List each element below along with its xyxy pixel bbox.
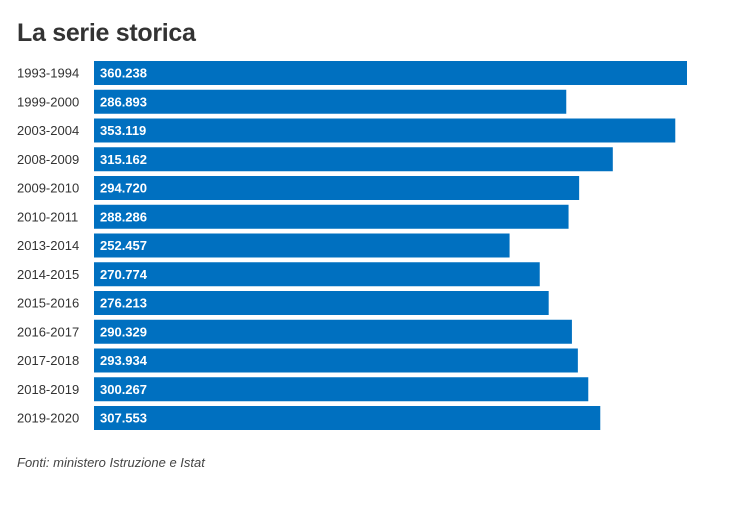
value-label: 315.162 [100, 152, 147, 167]
bar-2013-2014 [94, 233, 510, 258]
category-label: 1999-2000 [17, 94, 79, 109]
category-label: 2010-2011 [17, 209, 78, 224]
category-label: 2014-2015 [17, 267, 79, 282]
value-label: 290.329 [100, 324, 147, 339]
value-label: 286.893 [100, 94, 147, 109]
category-label: 2003-2004 [17, 123, 79, 138]
bar-2017-2018 [94, 348, 578, 373]
source-note: Fonti: ministero Istruzione e Istat [17, 455, 205, 470]
bar-1999-2000 [94, 89, 567, 114]
bar-2003-2004 [94, 118, 676, 143]
bar-chart: 1993-1994 360.238 1999-2000 286.893 2003-200… [17, 61, 687, 430]
value-label: 293.934 [100, 353, 148, 368]
bar-2014-2015 [94, 262, 540, 287]
value-label: 360.238 [100, 66, 147, 81]
value-label: 270.774 [100, 267, 148, 282]
category-label: 1993-1994 [17, 66, 79, 81]
value-label: 294.720 [100, 181, 147, 196]
category-label: 2017-2018 [17, 353, 79, 368]
bar-1993-1994 [94, 61, 687, 85]
bar-2008-2009 [94, 147, 613, 172]
category-label: 2009-2010 [17, 181, 79, 196]
value-label: 307.553 [100, 411, 147, 426]
category-label: 2013-2014 [17, 238, 79, 253]
category-label: 2019-2020 [17, 411, 79, 426]
value-label: 288.286 [100, 209, 147, 224]
bar-2010-2011 [94, 204, 569, 229]
bar-2019-2020 [94, 406, 601, 430]
value-label: 276.213 [100, 296, 147, 311]
bar-2009-2010 [94, 176, 580, 200]
value-label: 252.457 [100, 238, 147, 253]
category-label: 2016-2017 [17, 324, 79, 339]
bar-2015-2016 [94, 291, 549, 315]
value-label: 300.267 [100, 382, 147, 397]
bar-2018-2019 [94, 377, 589, 402]
category-label: 2015-2016 [17, 296, 79, 311]
category-label: 2008-2009 [17, 152, 79, 167]
category-label: 2018-2019 [17, 382, 79, 397]
bar-2016-2017 [94, 319, 572, 344]
value-label: 353.119 [100, 123, 146, 138]
chart-title: La serie storica [17, 19, 196, 47]
